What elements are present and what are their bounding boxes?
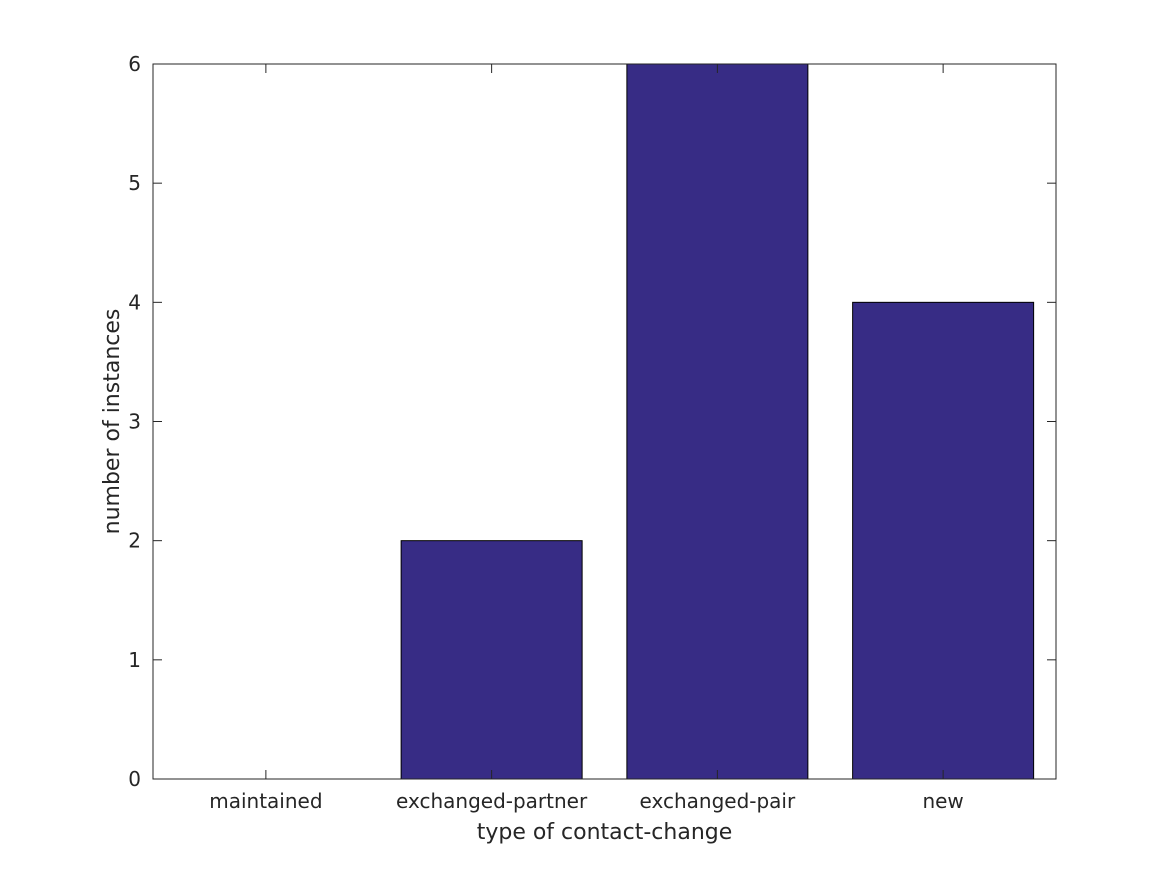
y-tick-label: 5 <box>128 171 141 195</box>
y-tick-label: 3 <box>128 410 141 434</box>
y-tick-label: 6 <box>128 52 141 76</box>
y-axis-label: number of instances <box>100 309 125 535</box>
y-tick-label: 0 <box>128 767 141 791</box>
x-tick-label: new <box>922 789 963 813</box>
bar-exchanged-pair <box>626 63 809 780</box>
bars-group <box>400 63 1035 780</box>
ticks-group: maintained exchanged-partner exchanged-pai… <box>128 52 1056 813</box>
bar-new <box>852 301 1035 780</box>
x-axis-label: type of contact-change <box>477 820 733 845</box>
x-tick-label: maintained <box>209 789 322 813</box>
y-tick-label: 2 <box>128 529 141 553</box>
bar-exchanged-partner <box>400 540 583 780</box>
x-tick-label: exchanged-pair <box>640 789 796 813</box>
y-tick-label: 4 <box>128 290 141 314</box>
y-tick-label: 1 <box>128 648 141 672</box>
x-tick-label: exchanged-partner <box>396 789 588 813</box>
